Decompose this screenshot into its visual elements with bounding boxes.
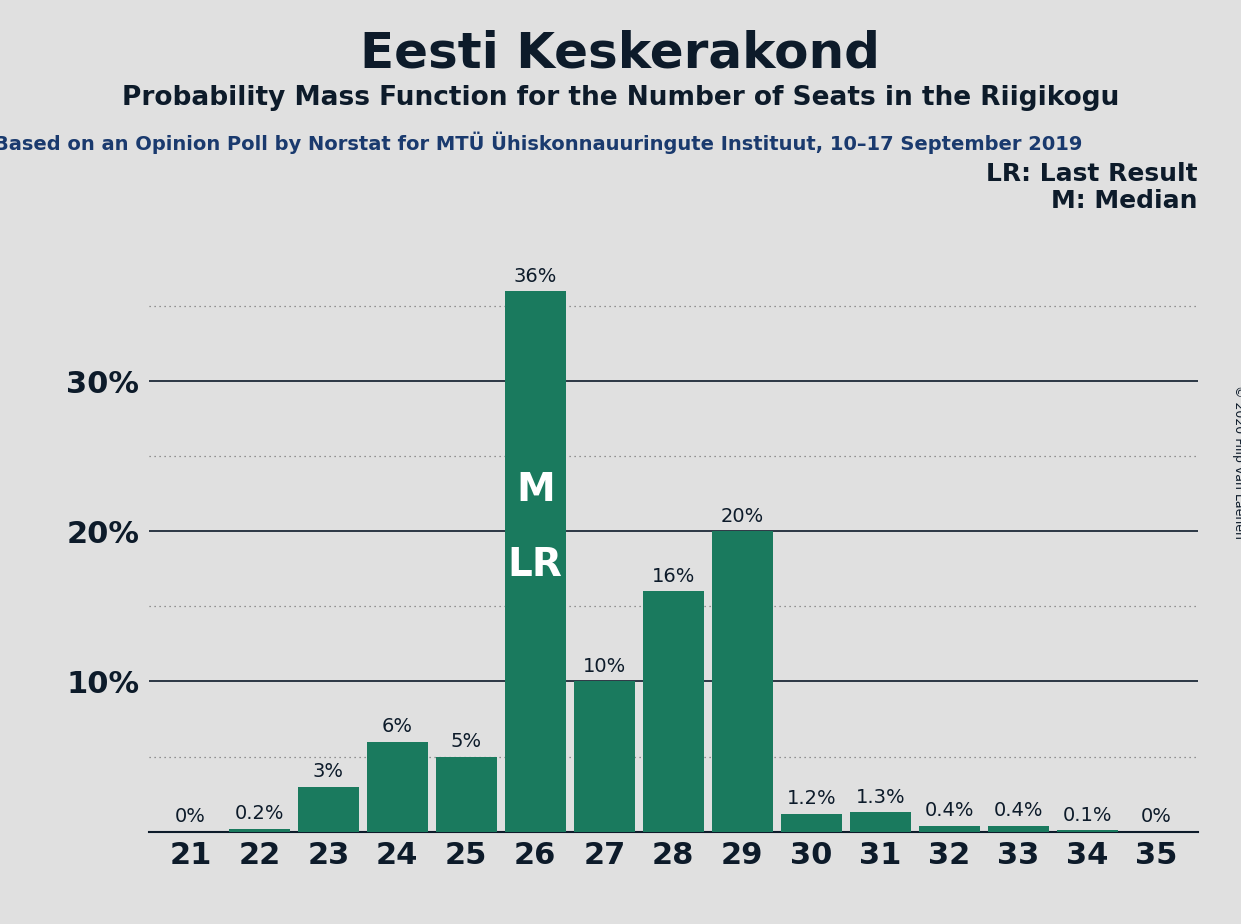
Text: 0%: 0% xyxy=(1140,808,1172,826)
Text: 6%: 6% xyxy=(382,717,413,736)
Bar xyxy=(988,826,1049,832)
Bar xyxy=(436,757,496,832)
Bar xyxy=(1057,830,1118,832)
Text: 3%: 3% xyxy=(313,762,344,782)
Text: 1.3%: 1.3% xyxy=(855,788,905,807)
Text: 0.1%: 0.1% xyxy=(1062,806,1112,825)
Text: Based on an Opinion Poll by Norstat for MTÜ Ühiskonnauuringute Instituut, 10–17 : Based on an Opinion Poll by Norstat for … xyxy=(0,131,1082,153)
Bar xyxy=(712,531,773,832)
Bar xyxy=(850,812,911,832)
Text: 1.2%: 1.2% xyxy=(787,789,836,808)
Text: 5%: 5% xyxy=(450,732,482,751)
Text: LR: LR xyxy=(508,546,562,584)
Bar xyxy=(573,682,634,832)
Bar xyxy=(228,829,289,832)
Text: Eesti Keskerakond: Eesti Keskerakond xyxy=(360,30,881,78)
Bar xyxy=(298,786,359,832)
Text: M: Median: M: Median xyxy=(1051,189,1198,213)
Text: 36%: 36% xyxy=(514,267,557,286)
Bar xyxy=(505,291,566,832)
Text: 0%: 0% xyxy=(175,808,206,826)
Bar xyxy=(643,591,704,832)
Text: 0.4%: 0.4% xyxy=(925,801,974,821)
Text: LR: Last Result: LR: Last Result xyxy=(985,162,1198,186)
Bar xyxy=(367,741,428,832)
Bar xyxy=(918,826,979,832)
Text: © 2020 Filip van Laenen: © 2020 Filip van Laenen xyxy=(1232,385,1241,539)
Text: 0.2%: 0.2% xyxy=(235,804,284,823)
Text: 10%: 10% xyxy=(582,657,625,676)
Text: 16%: 16% xyxy=(652,567,695,586)
Bar xyxy=(781,813,841,832)
Text: 0.4%: 0.4% xyxy=(994,801,1042,821)
Text: 20%: 20% xyxy=(721,507,764,526)
Text: Probability Mass Function for the Number of Seats in the Riigikogu: Probability Mass Function for the Number… xyxy=(122,85,1119,111)
Text: M: M xyxy=(516,470,555,509)
